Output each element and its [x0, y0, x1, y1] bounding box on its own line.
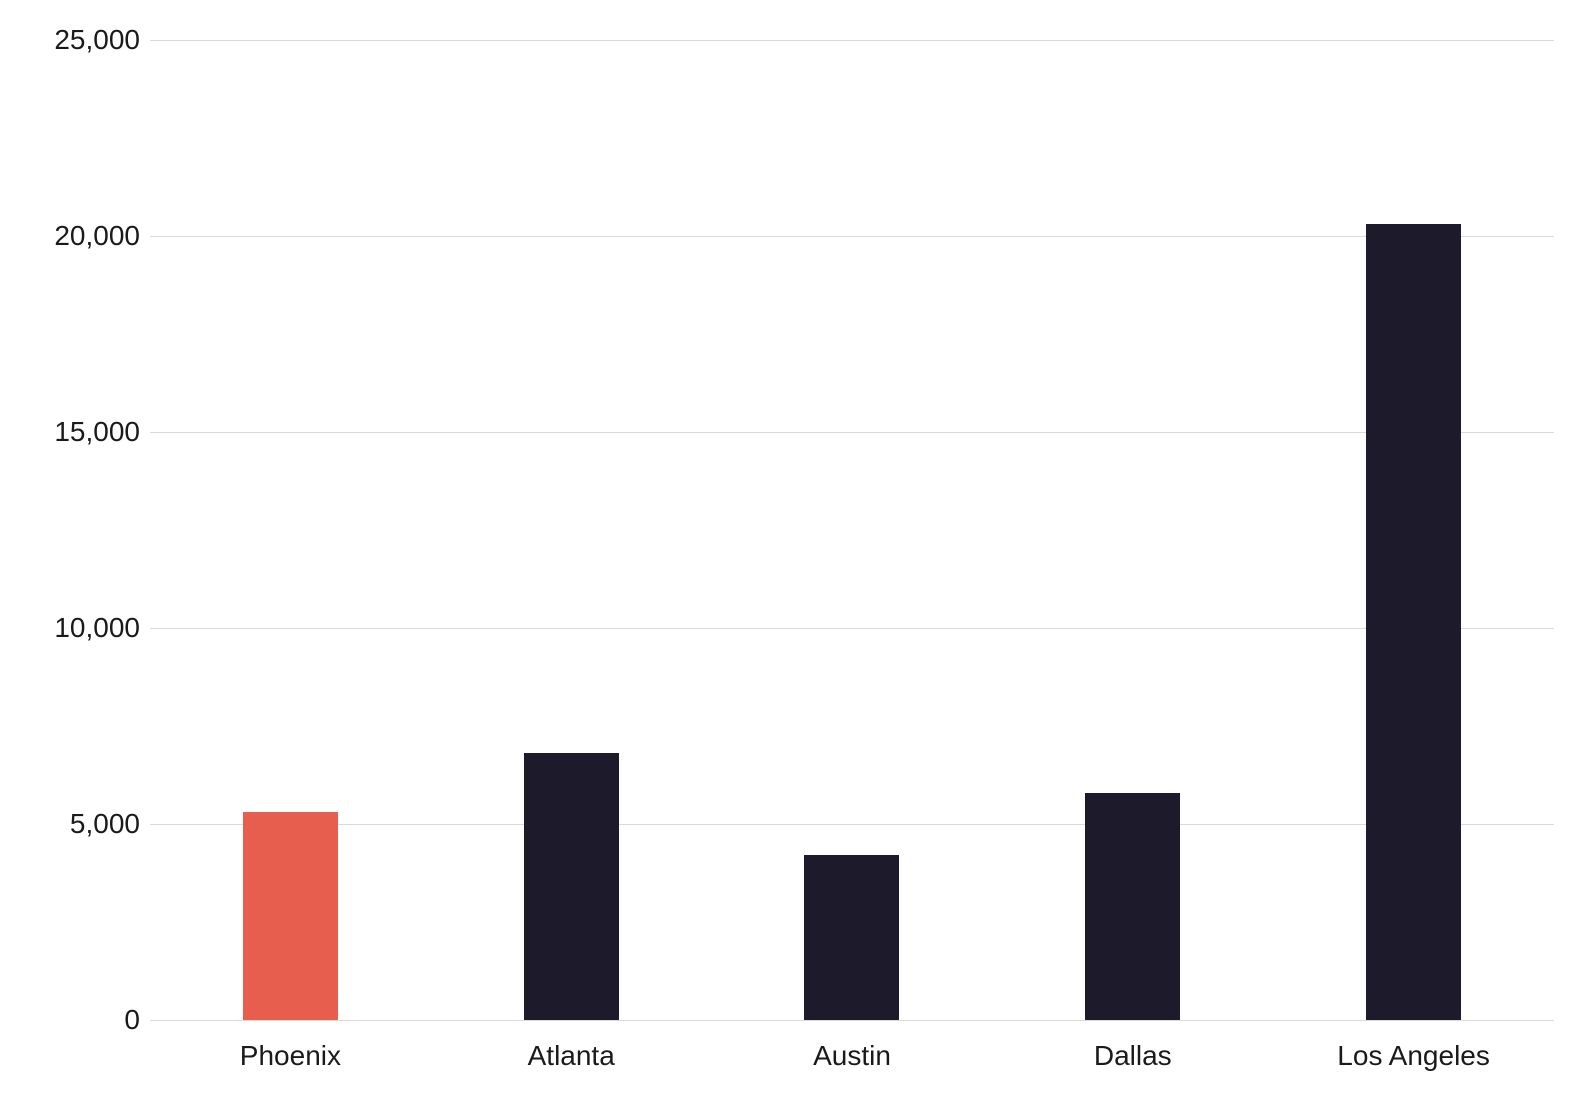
bar	[1085, 793, 1180, 1020]
y-tick-label: 10,000	[20, 612, 140, 644]
bar	[804, 855, 899, 1020]
bar-slot	[1273, 40, 1554, 1020]
bar	[1366, 224, 1461, 1020]
bars-area	[150, 40, 1554, 1020]
plot-area	[150, 40, 1554, 1020]
y-tick-label: 0	[20, 1004, 140, 1036]
y-tick-label: 15,000	[20, 416, 140, 448]
bar	[243, 812, 338, 1020]
x-tick-label: Dallas	[992, 1040, 1273, 1072]
bar-slot	[712, 40, 993, 1020]
x-tick-label: Atlanta	[431, 1040, 712, 1072]
bar	[524, 753, 619, 1020]
bar-slot	[150, 40, 431, 1020]
x-tick-label: Los Angeles	[1273, 1040, 1554, 1072]
bar-chart: 0 5,000 10,000 15,000 20,000 25,000 PhoenixAt…	[20, 20, 1554, 1086]
y-tick-label: 20,000	[20, 220, 140, 252]
bar-slot	[992, 40, 1273, 1020]
bar-slot	[431, 40, 712, 1020]
x-tick-label: Austin	[712, 1040, 993, 1072]
gridline	[150, 1020, 1554, 1021]
y-tick-label: 5,000	[20, 808, 140, 840]
y-tick-label: 25,000	[20, 24, 140, 56]
x-tick-label: Phoenix	[150, 1040, 431, 1072]
x-axis-labels: PhoenixAtlantaAustinDallasLos Angeles	[150, 1040, 1554, 1072]
